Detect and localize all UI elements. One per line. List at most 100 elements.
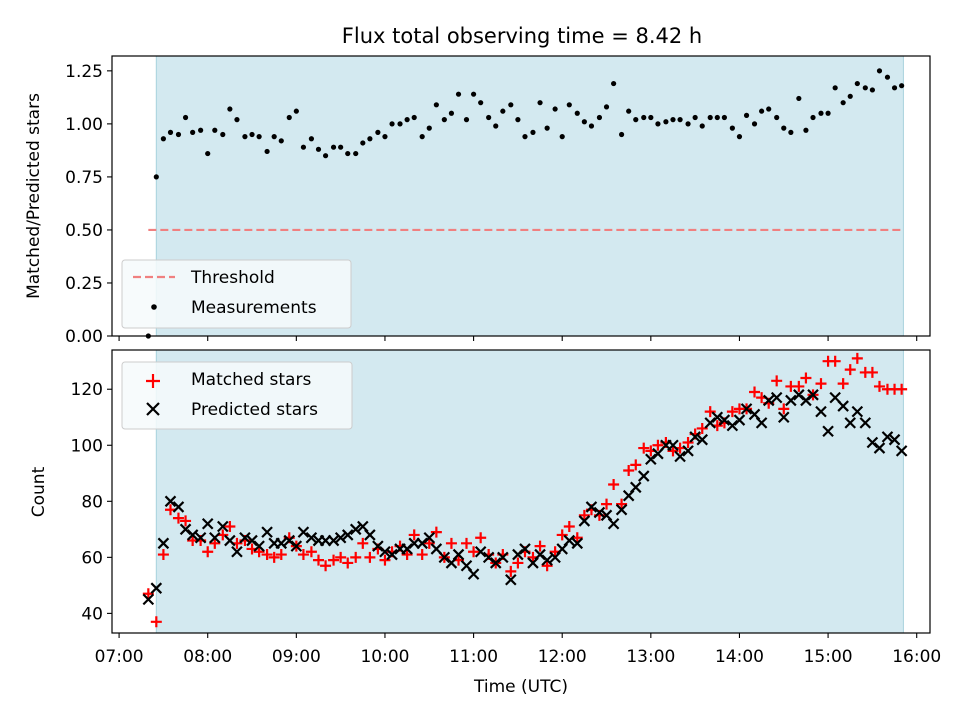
measurement-point [862, 85, 868, 91]
measurement-point [544, 125, 550, 131]
matched-star-point [416, 549, 428, 561]
predicted-star-point [253, 540, 265, 552]
matched-star-point [815, 378, 827, 390]
legend-predicted-label: Predicted stars [191, 400, 318, 420]
legend-matched-label: Matched stars [191, 370, 311, 390]
top-y-tick-label: 0.50 [65, 221, 103, 241]
matched-star-point [541, 560, 553, 572]
legend-predicted-swatch [146, 402, 160, 416]
matched-star-point [408, 529, 420, 541]
predicted-star-point [261, 526, 273, 538]
measurement-point [781, 125, 787, 131]
matched-star-point [563, 521, 575, 533]
predicted-star-point [807, 389, 819, 401]
matched-star-point [253, 546, 265, 558]
measurement-point [825, 110, 831, 116]
bottom-y-tick-label: 60 [81, 548, 103, 568]
predicted-star-point [785, 394, 797, 407]
measurement-point [322, 153, 329, 159]
matched-star-point [771, 375, 783, 387]
x-tick-label: 14:00 [715, 647, 764, 667]
predicted-star-point [327, 534, 340, 547]
measurement-point [633, 117, 639, 123]
measurement-point [389, 121, 395, 127]
matched-star-point [379, 554, 391, 566]
predicted-star-point [844, 417, 857, 429]
matched-star-point [357, 537, 369, 549]
measurement-point [766, 106, 772, 112]
measurement-point [249, 131, 255, 138]
x-tick-label: 16:00 [892, 647, 941, 667]
legend-measurements-swatch [151, 304, 157, 310]
predicted-star-point [186, 529, 199, 541]
measurement-point [663, 119, 669, 125]
x-tick-label: 12:00 [538, 647, 587, 667]
measurement-point [774, 114, 780, 121]
predicted-star-point [629, 481, 642, 494]
predicted-star-point [593, 506, 606, 519]
measurement-point [153, 174, 159, 180]
bottom-legend: Matched stars Predicted stars [121, 361, 353, 430]
predicted-star-point [423, 531, 436, 544]
x-tick-label: 08:00 [183, 647, 232, 667]
predicted-star-point [386, 548, 398, 561]
measurement-point [227, 106, 233, 112]
measurement-point [818, 110, 824, 116]
matched-star-point [630, 459, 642, 471]
predicted-star-point [497, 551, 509, 564]
predicted-star-point [224, 534, 236, 547]
bottom-axes-frame [111, 349, 931, 634]
measurement-point [293, 108, 299, 114]
matched-star-point [800, 372, 812, 384]
measurement-point [220, 131, 226, 138]
legend-threshold-label: Threshold [190, 268, 275, 288]
predicted-star-point [718, 414, 731, 426]
predicted-star-point [275, 537, 288, 550]
predicted-star-point [637, 470, 650, 482]
bottom-x-ticks: 07:00 08:00 09:00 10:00 11:00 12:00 13:00 14:00… [95, 633, 941, 667]
top-legend-box [121, 259, 352, 329]
bottom-y-tick-label: 100 [71, 436, 103, 456]
matched-star-point [623, 464, 635, 476]
measurement-point [212, 127, 218, 133]
measurement-point [854, 80, 860, 87]
measurement-point [876, 68, 883, 74]
matched-star-point [616, 498, 628, 510]
measurement-point [655, 121, 661, 127]
measurement-point [242, 134, 248, 140]
predicted-star-point [379, 545, 391, 558]
measurement-point [426, 125, 432, 131]
top-x-ticks [118, 336, 918, 341]
matched-star-point [844, 364, 856, 376]
matched-star-point [202, 546, 214, 558]
matched-star-point [320, 560, 332, 572]
predicted-star-point [209, 531, 221, 544]
matched-star-point [297, 549, 309, 561]
matched-star-point [778, 403, 790, 415]
predicted-star-point [822, 425, 834, 438]
measurement-point [522, 134, 528, 140]
measurement-point [566, 102, 572, 108]
measurement-point [840, 100, 846, 106]
matched-star-point [209, 537, 221, 549]
matched-star-point [468, 546, 480, 558]
measurement-point [264, 148, 270, 155]
measurement-point [382, 134, 388, 140]
x-tick-label: 09:00 [272, 647, 321, 667]
predicted-star-point [541, 554, 553, 566]
x-axis-label: Time (UTC) [473, 677, 568, 697]
predicted-star-point [578, 515, 591, 527]
measurement-point [353, 150, 359, 157]
measurement-point [670, 117, 676, 123]
legend-measurements-label: Measurements [191, 298, 317, 318]
bottom-y-axis-label: Count [29, 466, 49, 517]
legend-matched-swatch [146, 374, 160, 388]
measurement-point [198, 127, 204, 133]
predicted-star-point [770, 391, 783, 404]
matched-star-point [350, 551, 362, 563]
predicted-star-point [563, 534, 576, 547]
measurement-point [596, 114, 603, 121]
predicted-star-point [571, 537, 584, 550]
predicted-star-point [142, 593, 155, 606]
